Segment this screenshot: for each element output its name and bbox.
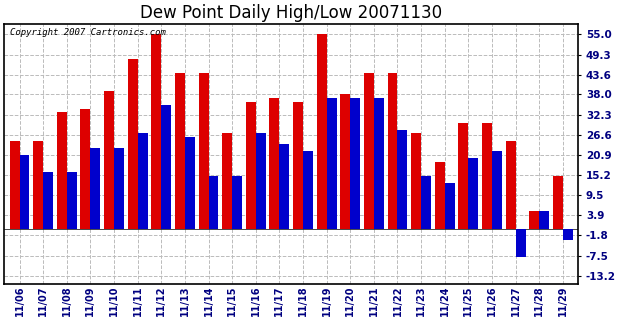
Bar xyxy=(232,176,242,229)
Bar xyxy=(303,151,313,229)
Bar xyxy=(57,112,67,229)
Bar xyxy=(161,105,171,229)
Bar xyxy=(350,98,360,229)
Bar xyxy=(539,211,549,229)
Bar xyxy=(293,101,303,229)
Bar xyxy=(506,140,516,229)
Bar xyxy=(151,34,161,229)
Bar xyxy=(9,140,19,229)
Bar xyxy=(468,158,478,229)
Bar xyxy=(104,91,114,229)
Bar xyxy=(563,229,573,240)
Bar xyxy=(138,133,148,229)
Bar xyxy=(482,123,492,229)
Bar xyxy=(492,151,502,229)
Bar xyxy=(246,101,255,229)
Bar xyxy=(445,183,454,229)
Bar xyxy=(280,144,290,229)
Bar xyxy=(19,155,29,229)
Bar xyxy=(208,176,218,229)
Bar xyxy=(397,130,407,229)
Bar xyxy=(340,94,350,229)
Bar xyxy=(128,59,138,229)
Bar xyxy=(198,73,208,229)
Bar xyxy=(516,229,526,257)
Bar xyxy=(421,176,431,229)
Bar xyxy=(529,211,539,229)
Bar xyxy=(255,133,265,229)
Title: Dew Point Daily High/Low 20071130: Dew Point Daily High/Low 20071130 xyxy=(140,4,442,22)
Bar xyxy=(185,137,195,229)
Bar xyxy=(553,176,563,229)
Bar xyxy=(175,73,185,229)
Bar xyxy=(81,109,91,229)
Bar xyxy=(91,148,100,229)
Bar xyxy=(388,73,397,229)
Bar xyxy=(33,140,43,229)
Bar xyxy=(114,148,124,229)
Bar xyxy=(411,133,421,229)
Bar xyxy=(270,98,280,229)
Bar xyxy=(43,172,53,229)
Bar xyxy=(317,34,327,229)
Text: Copyright 2007 Cartronics.com: Copyright 2007 Cartronics.com xyxy=(10,28,166,36)
Bar xyxy=(458,123,468,229)
Bar xyxy=(374,98,384,229)
Bar xyxy=(222,133,232,229)
Bar xyxy=(327,98,337,229)
Bar xyxy=(435,162,445,229)
Bar xyxy=(364,73,374,229)
Bar xyxy=(67,172,77,229)
